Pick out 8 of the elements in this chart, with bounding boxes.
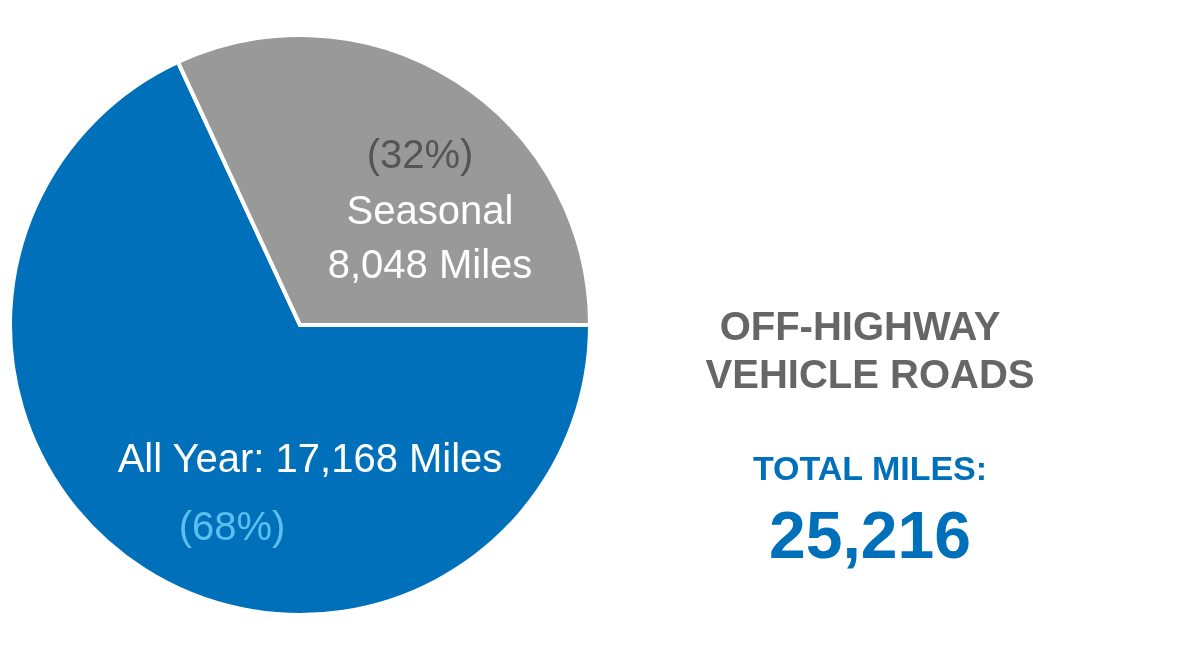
text: 25,216 xyxy=(769,498,971,572)
slice-label: All Year: 17,168 Miles xyxy=(117,436,503,480)
text: TOTAL MILES: xyxy=(752,449,988,487)
slice-label: Seasonal xyxy=(346,188,514,232)
text: (68%) xyxy=(178,504,286,548)
text: OFF-HIGHWAY VEHICLE ROADS xyxy=(705,304,1035,396)
text: (32%) xyxy=(366,132,474,176)
data-label: 8,048 Miles xyxy=(327,242,533,286)
